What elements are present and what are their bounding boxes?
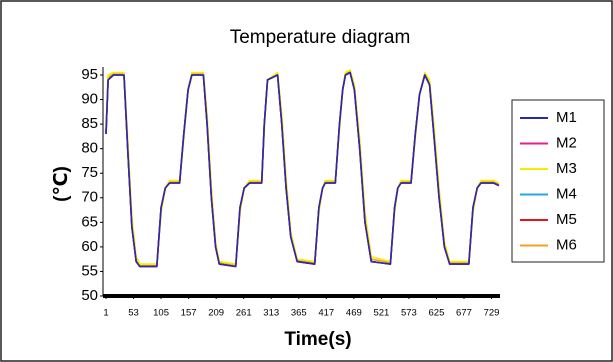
chart-title: Temperature diagram — [230, 27, 411, 48]
legend-label: M4 — [556, 185, 577, 202]
legend-label: M6 — [556, 236, 577, 253]
legend-box — [511, 99, 605, 263]
x-tick-label: 573 — [401, 308, 417, 319]
y-tick-label: 90 — [81, 91, 98, 108]
y-tick-label: 65 — [81, 213, 98, 230]
legend-label: M1 — [556, 109, 577, 126]
y-tick-label: 85 — [81, 115, 98, 132]
x-tick-label: 521 — [373, 308, 389, 319]
x-axis-label: Time(s) — [284, 329, 351, 350]
x-tick-label: 313 — [263, 308, 279, 319]
x-tick-label: 157 — [181, 308, 197, 319]
x-tick-label: 209 — [208, 308, 224, 319]
y-tick-label: 70 — [81, 189, 98, 206]
x-tick-label: 469 — [346, 308, 362, 319]
x-tick-label: 417 — [318, 308, 334, 319]
y-tick-label: 50 — [81, 287, 98, 304]
y-tick-label: 80 — [81, 140, 98, 157]
y-tick-label: 95 — [81, 66, 98, 83]
x-tick-label: 365 — [291, 308, 307, 319]
legend-label: M2 — [556, 134, 577, 151]
y-tick-label: 60 — [81, 238, 98, 255]
x-tick-label: 1 — [103, 308, 108, 319]
x-tick-label: 677 — [456, 308, 472, 319]
y-tick-label: 75 — [81, 164, 98, 181]
x-tick-label: 729 — [484, 308, 500, 319]
legend-label: M3 — [556, 160, 577, 177]
legend-label: M5 — [556, 211, 577, 228]
series-line — [105, 71, 500, 268]
y-axis-label: (℃) — [51, 166, 72, 202]
x-tick-label: 105 — [153, 308, 169, 319]
x-tick-label: 261 — [236, 308, 252, 319]
x-tick-label: 625 — [429, 308, 445, 319]
y-tick-label: 55 — [81, 262, 98, 279]
x-tick-label: 53 — [128, 308, 139, 319]
